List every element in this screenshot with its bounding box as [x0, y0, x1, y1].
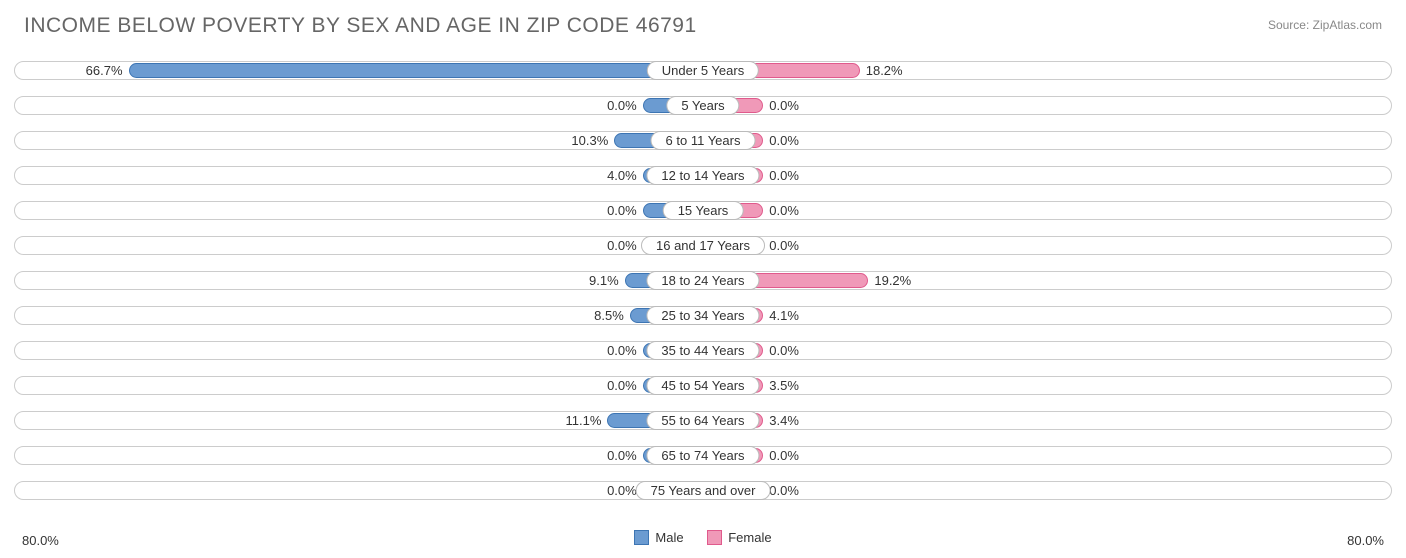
- category-label: 12 to 14 Years: [646, 166, 759, 185]
- source-label: Source: ZipAtlas.com: [1268, 18, 1382, 32]
- male-value-label: 10.3%: [571, 131, 608, 150]
- male-value-label: 0.0%: [607, 481, 637, 500]
- table-row: 25 to 34 Years 8.5% 4.1%: [14, 299, 1392, 332]
- male-swatch-icon: [634, 530, 649, 545]
- female-value-label: 3.5%: [769, 376, 799, 395]
- category-label: 45 to 54 Years: [646, 376, 759, 395]
- table-row: 75 Years and over0.0% 0.0%: [14, 474, 1392, 507]
- table-row: Under 5 Years 66.7% 18.2%: [14, 54, 1392, 87]
- category-label: Under 5 Years: [647, 61, 759, 80]
- table-row: 65 to 74 Years 0.0% 0.0%: [14, 439, 1392, 472]
- female-value-label: 0.0%: [769, 201, 799, 220]
- male-value-label: 0.0%: [607, 201, 637, 220]
- male-value-label: 0.0%: [607, 236, 637, 255]
- table-row: 16 and 17 Years0.0% 0.0%: [14, 229, 1392, 262]
- female-swatch-icon: [707, 530, 722, 545]
- female-value-label: 0.0%: [769, 341, 799, 360]
- male-bar: [129, 63, 703, 78]
- table-row: 18 to 24 Years 9.1% 19.2%: [14, 264, 1392, 297]
- female-value-label: 0.0%: [769, 446, 799, 465]
- category-label: 25 to 34 Years: [646, 306, 759, 325]
- diverging-bar-chart: Under 5 Years66.7%18.2%5 Years0.0%0.0%6 …: [14, 54, 1392, 512]
- table-row: 55 to 64 Years 11.1% 3.4%: [14, 404, 1392, 437]
- male-value-label: 0.0%: [607, 96, 637, 115]
- male-value-label: 8.5%: [594, 306, 624, 325]
- legend: Male Female: [0, 530, 1406, 548]
- female-value-label: 0.0%: [769, 131, 799, 150]
- male-value-label: 66.7%: [86, 61, 123, 80]
- category-label: 16 and 17 Years: [641, 236, 765, 255]
- male-value-label: 0.0%: [607, 446, 637, 465]
- table-row: 15 Years 0.0% 0.0%: [14, 194, 1392, 227]
- female-value-label: 18.2%: [866, 61, 903, 80]
- category-label: 75 Years and over: [636, 481, 771, 500]
- table-row: 6 to 11 Years 10.3% 0.0%: [14, 124, 1392, 157]
- table-row: 45 to 54 Years 0.0% 3.5%: [14, 369, 1392, 402]
- male-value-label: 9.1%: [589, 271, 619, 290]
- female-value-label: 0.0%: [769, 236, 799, 255]
- female-value-label: 0.0%: [769, 481, 799, 500]
- legend-female-label: Female: [728, 530, 771, 545]
- category-label: 6 to 11 Years: [651, 131, 756, 150]
- male-value-label: 0.0%: [607, 376, 637, 395]
- male-value-label: 0.0%: [607, 341, 637, 360]
- male-value-label: 4.0%: [607, 166, 637, 185]
- category-label: 35 to 44 Years: [646, 341, 759, 360]
- category-label: 18 to 24 Years: [646, 271, 759, 290]
- female-value-label: 19.2%: [874, 271, 911, 290]
- category-label: 65 to 74 Years: [646, 446, 759, 465]
- female-value-label: 4.1%: [769, 306, 799, 325]
- category-label: 55 to 64 Years: [646, 411, 759, 430]
- chart-title: INCOME BELOW POVERTY BY SEX AND AGE IN Z…: [24, 14, 697, 38]
- male-value-label: 11.1%: [566, 411, 602, 430]
- female-value-label: 3.4%: [769, 411, 799, 430]
- legend-male: Male: [634, 530, 683, 545]
- table-row: 12 to 14 Years 4.0% 0.0%: [14, 159, 1392, 192]
- female-value-label: 0.0%: [769, 96, 799, 115]
- female-value-label: 0.0%: [769, 166, 799, 185]
- legend-female: Female: [707, 530, 771, 545]
- legend-male-label: Male: [655, 530, 683, 545]
- table-row: 5 Years 0.0% 0.0%: [14, 89, 1392, 122]
- table-row: 35 to 44 Years 0.0% 0.0%: [14, 334, 1392, 367]
- category-label: 15 Years: [663, 201, 744, 220]
- category-label: 5 Years: [666, 96, 739, 115]
